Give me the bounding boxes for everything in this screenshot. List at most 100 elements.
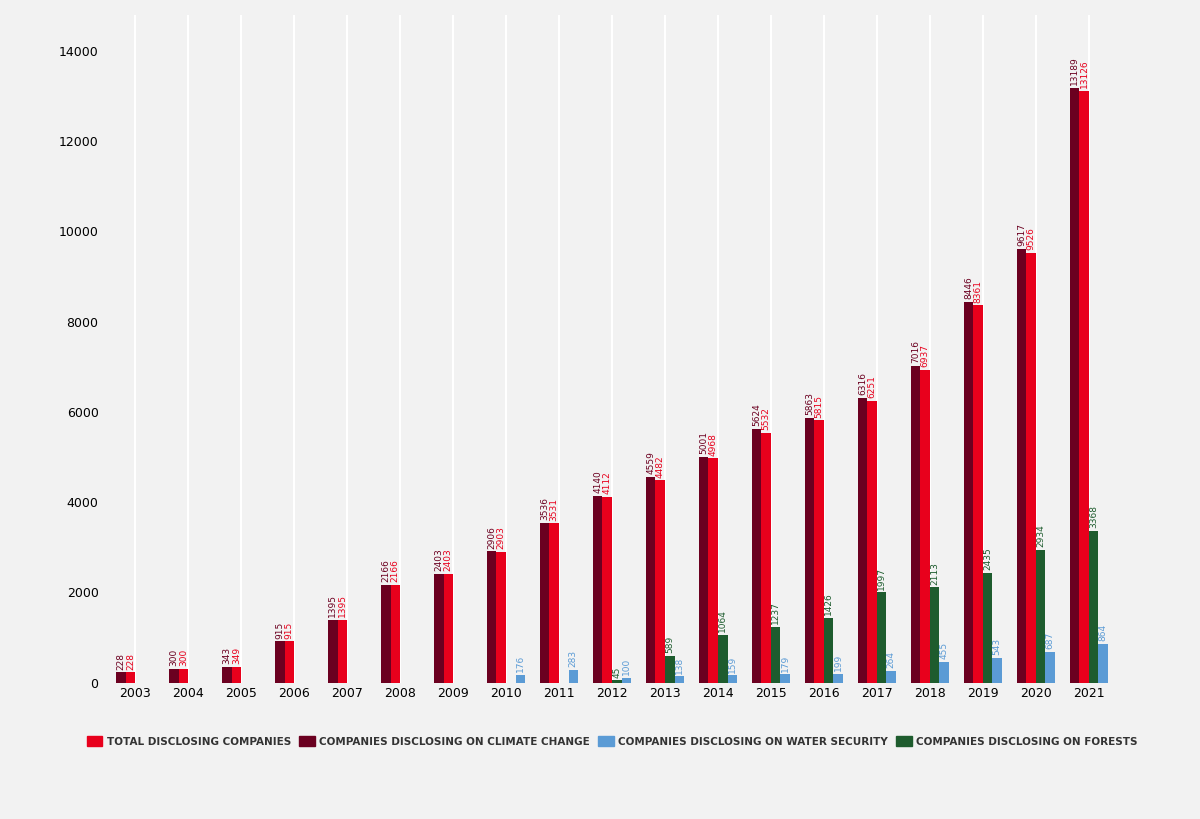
Text: 4482: 4482 [655, 455, 665, 477]
Bar [930, 587, 940, 682]
Bar [940, 662, 949, 682]
Bar [727, 676, 737, 682]
Bar [805, 418, 815, 682]
Bar [815, 420, 824, 682]
Text: 100: 100 [622, 658, 631, 676]
Bar [983, 572, 992, 682]
Bar [964, 301, 973, 682]
Text: 5863: 5863 [805, 392, 814, 415]
Text: 179: 179 [781, 654, 790, 672]
Bar [770, 627, 780, 682]
Text: 199: 199 [834, 654, 842, 671]
Text: 1064: 1064 [719, 609, 727, 631]
Text: 6937: 6937 [920, 344, 930, 367]
Text: 300: 300 [169, 649, 179, 667]
Bar [593, 495, 602, 682]
Text: 687: 687 [1045, 631, 1055, 649]
Bar [284, 641, 294, 682]
Text: 915: 915 [275, 622, 284, 639]
Bar [275, 641, 284, 682]
Bar [868, 400, 877, 682]
Text: 3531: 3531 [550, 498, 559, 521]
Bar [390, 585, 400, 682]
Text: 3368: 3368 [1090, 505, 1098, 528]
Bar [780, 674, 790, 682]
Text: 45: 45 [612, 667, 622, 678]
Bar [911, 366, 920, 682]
Bar [602, 497, 612, 682]
Bar [444, 574, 454, 682]
Bar [718, 635, 727, 682]
Text: 864: 864 [1099, 624, 1108, 640]
Text: 1237: 1237 [772, 601, 780, 624]
Text: 2403: 2403 [434, 549, 443, 572]
Text: 5532: 5532 [762, 407, 770, 430]
Text: 349: 349 [232, 647, 241, 664]
Bar [1016, 249, 1026, 682]
Bar [973, 305, 983, 682]
Bar [222, 667, 232, 682]
Bar [612, 681, 622, 682]
Text: 3536: 3536 [540, 497, 550, 520]
Text: 5815: 5815 [815, 395, 823, 418]
Text: 138: 138 [674, 656, 684, 673]
Bar [550, 523, 559, 682]
Text: 283: 283 [569, 650, 578, 667]
Bar [169, 669, 179, 682]
Bar [1026, 253, 1036, 682]
Bar [1098, 644, 1108, 682]
Text: 2403: 2403 [444, 549, 452, 572]
Text: 1395: 1395 [338, 594, 347, 617]
Text: 8446: 8446 [964, 276, 973, 299]
Text: 6251: 6251 [868, 375, 877, 398]
Text: 228: 228 [116, 653, 125, 669]
Bar [487, 551, 497, 682]
Bar [665, 656, 674, 682]
Text: 176: 176 [516, 654, 524, 672]
Text: 4968: 4968 [709, 433, 718, 455]
Legend: TOTAL DISCLOSING COMPANIES, COMPANIES DISCLOSING ON CLIMATE CHANGE, COMPANIES DI: TOTAL DISCLOSING COMPANIES, COMPANIES DI… [83, 732, 1141, 751]
Bar [516, 675, 526, 682]
Text: 159: 159 [727, 655, 737, 672]
Text: 589: 589 [665, 636, 674, 654]
Bar [674, 676, 684, 682]
Bar [698, 457, 708, 682]
Bar [877, 592, 887, 682]
Text: 264: 264 [887, 651, 895, 668]
Text: 915: 915 [284, 622, 294, 639]
Text: 5001: 5001 [700, 432, 708, 455]
Bar [232, 667, 241, 682]
Text: 6316: 6316 [858, 372, 868, 395]
Bar [497, 551, 506, 682]
Bar [337, 620, 347, 682]
Text: 4559: 4559 [646, 451, 655, 474]
Text: 343: 343 [222, 647, 232, 664]
Bar [380, 585, 390, 682]
Text: 2166: 2166 [382, 559, 390, 582]
Bar [1036, 550, 1045, 682]
Bar [708, 459, 718, 682]
Text: 2934: 2934 [1036, 525, 1045, 547]
Text: 1395: 1395 [329, 594, 337, 617]
Bar [1079, 91, 1088, 682]
Bar [434, 574, 444, 682]
Text: 455: 455 [940, 642, 949, 659]
Bar [858, 398, 868, 682]
Bar [1069, 88, 1079, 682]
Text: 228: 228 [126, 653, 134, 669]
Bar [834, 673, 844, 682]
Text: 543: 543 [992, 638, 1002, 655]
Text: 4140: 4140 [593, 470, 602, 493]
Bar [920, 369, 930, 682]
Bar [646, 477, 655, 682]
Bar [655, 481, 665, 682]
Bar [824, 618, 834, 682]
Text: 2903: 2903 [497, 526, 505, 549]
Text: 9526: 9526 [1026, 228, 1036, 250]
Bar [569, 670, 578, 682]
Bar [622, 678, 631, 682]
Bar [887, 671, 896, 682]
Bar [752, 429, 762, 682]
Text: 2435: 2435 [983, 547, 992, 570]
Bar [1088, 531, 1098, 682]
